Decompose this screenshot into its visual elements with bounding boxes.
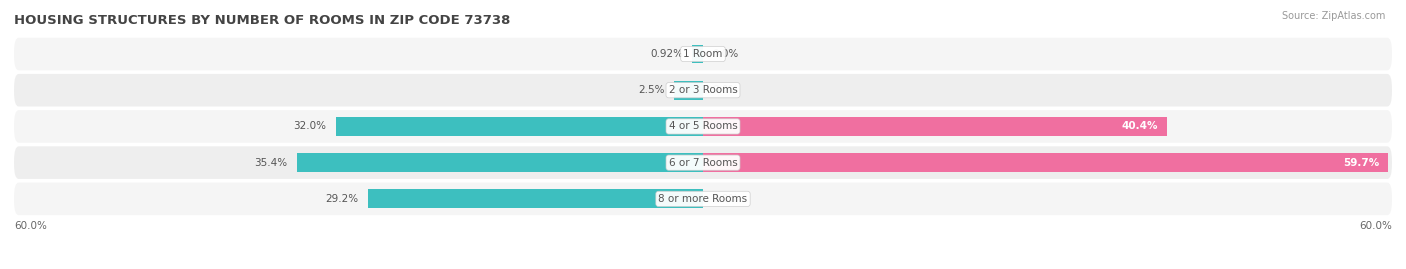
- Text: 8 or more Rooms: 8 or more Rooms: [658, 194, 748, 204]
- Bar: [703, 153, 1389, 172]
- FancyBboxPatch shape: [14, 110, 1392, 143]
- FancyBboxPatch shape: [14, 146, 1392, 179]
- Text: 0.0%: 0.0%: [713, 194, 738, 204]
- Text: 6 or 7 Rooms: 6 or 7 Rooms: [669, 158, 737, 168]
- Text: 35.4%: 35.4%: [254, 158, 287, 168]
- Text: 29.2%: 29.2%: [325, 194, 359, 204]
- Bar: [368, 189, 703, 208]
- Text: 1 Room: 1 Room: [683, 49, 723, 59]
- Text: 32.0%: 32.0%: [294, 121, 326, 132]
- Bar: [297, 153, 703, 172]
- Bar: [675, 81, 703, 100]
- Text: 60.0%: 60.0%: [1360, 221, 1392, 231]
- Text: 60.0%: 60.0%: [14, 221, 46, 231]
- Bar: [703, 117, 1167, 136]
- Bar: [336, 117, 703, 136]
- Text: 2.5%: 2.5%: [638, 85, 665, 95]
- FancyBboxPatch shape: [14, 38, 1392, 70]
- Text: Source: ZipAtlas.com: Source: ZipAtlas.com: [1281, 11, 1385, 21]
- Text: 40.4%: 40.4%: [1121, 121, 1157, 132]
- Text: 4 or 5 Rooms: 4 or 5 Rooms: [669, 121, 737, 132]
- FancyBboxPatch shape: [14, 74, 1392, 107]
- Text: 2 or 3 Rooms: 2 or 3 Rooms: [669, 85, 737, 95]
- Text: 59.7%: 59.7%: [1343, 158, 1379, 168]
- Text: 0.92%: 0.92%: [650, 49, 683, 59]
- FancyBboxPatch shape: [14, 183, 1392, 215]
- Bar: [692, 45, 703, 63]
- Text: 0.0%: 0.0%: [713, 85, 738, 95]
- Text: HOUSING STRUCTURES BY NUMBER OF ROOMS IN ZIP CODE 73738: HOUSING STRUCTURES BY NUMBER OF ROOMS IN…: [14, 14, 510, 27]
- Text: 0.0%: 0.0%: [713, 49, 738, 59]
